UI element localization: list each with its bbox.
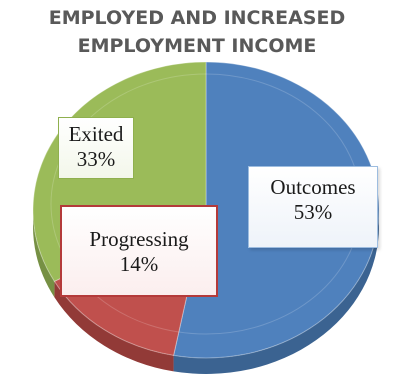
chart-title-line-2: EMPLOYMENT INCOME xyxy=(77,35,317,57)
pie-slice-side-exited xyxy=(33,210,55,298)
pie-sides xyxy=(33,210,379,374)
data-label-exited-value: 33% xyxy=(76,147,116,171)
data-label-outcomes-value: 53% xyxy=(293,200,333,224)
data-label-outcomes-name: Outcomes xyxy=(270,175,356,199)
pie-slice-side-progressing xyxy=(54,281,174,372)
chart-title: EMPLOYED AND INCREASED EMPLOYMENT INCOME xyxy=(0,4,394,60)
data-label-progressing: Progressing 14% xyxy=(60,205,218,297)
data-label-outcomes: Outcomes 53% xyxy=(248,166,378,248)
data-label-progressing-name: Progressing xyxy=(89,227,189,251)
data-label-exited-name: Exited xyxy=(68,122,124,146)
data-label-progressing-value: 14% xyxy=(119,252,159,276)
chart-title-line-1: EMPLOYED AND INCREASED xyxy=(48,7,346,29)
data-label-exited: Exited 33% xyxy=(58,117,134,179)
